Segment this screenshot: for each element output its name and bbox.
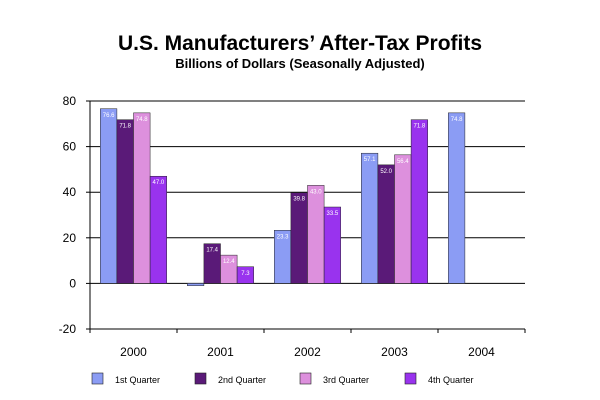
y-tick-label: 20 bbox=[63, 231, 77, 245]
data-label: 71.8 bbox=[414, 124, 426, 130]
data-label: 47.0 bbox=[153, 180, 165, 186]
data-label: 52.0 bbox=[380, 169, 392, 175]
legend-swatch-3 bbox=[299, 372, 312, 385]
legend-label-4: 4th Quarter bbox=[428, 375, 474, 385]
x-tick-label: 2001 bbox=[207, 345, 234, 359]
bar-2000-4th-quarter bbox=[149, 175, 167, 284]
bar-2000-1st-quarter bbox=[100, 108, 118, 284]
data-label: 71.8 bbox=[119, 124, 131, 130]
y-tick-label: 0 bbox=[69, 276, 76, 290]
bar-2003-2nd-quarter bbox=[377, 164, 395, 284]
y-tick-label: 40 bbox=[63, 185, 77, 199]
data-label: 43.0 bbox=[310, 189, 322, 195]
bar-2002-4th-quarter bbox=[323, 206, 341, 284]
data-label: 56.4 bbox=[397, 159, 409, 165]
x-tick-label: 2003 bbox=[381, 345, 408, 359]
chart-title: U.S. Manufacturers’ After-Tax Profits bbox=[117, 32, 483, 55]
bar-2002-2nd-quarter bbox=[290, 192, 308, 284]
legend-label-1: 1st Quarter bbox=[115, 375, 160, 385]
bar-2003-3rd-quarter bbox=[394, 154, 412, 284]
legend-swatch-4 bbox=[404, 372, 417, 385]
legend-swatch-1 bbox=[91, 372, 104, 385]
bar-2001-4th-quarter bbox=[236, 266, 254, 284]
data-label: 74.8 bbox=[451, 117, 463, 123]
x-tick-label: 2004 bbox=[468, 345, 495, 359]
x-tick-label: 2002 bbox=[294, 345, 321, 359]
y-tick-label: -20 bbox=[59, 322, 77, 336]
legend-label-3: 3rd Quarter bbox=[323, 375, 369, 385]
bar-2003-1st-quarter bbox=[361, 152, 379, 284]
y-tick-label: 60 bbox=[63, 140, 77, 154]
chart-subtitle: Billions of Dollars (Seasonally Adjusted… bbox=[175, 56, 425, 71]
bar-2000-2nd-quarter bbox=[116, 119, 134, 284]
data-label: 23.3 bbox=[277, 234, 289, 240]
bar-2001-1st-quarter bbox=[187, 283, 205, 286]
bar-2003-4th-quarter bbox=[410, 119, 428, 284]
data-label: 39.8 bbox=[293, 197, 305, 203]
data-label: 76.6 bbox=[103, 113, 115, 119]
legend-swatch-2 bbox=[194, 372, 207, 385]
data-label: 17.4 bbox=[206, 248, 218, 254]
y-tick-label: 80 bbox=[63, 94, 77, 108]
data-label: 57.1 bbox=[364, 157, 376, 163]
data-label: 7.3 bbox=[241, 271, 250, 277]
bar-2000-3rd-quarter bbox=[133, 112, 151, 284]
bar-2004-1st-quarter bbox=[448, 112, 466, 284]
bar-2002-3rd-quarter bbox=[307, 185, 325, 284]
data-label: 12.4 bbox=[223, 259, 235, 265]
data-label: 74.8 bbox=[136, 117, 148, 123]
x-tick-label: 2000 bbox=[120, 345, 147, 359]
legend-label-2: 2nd Quarter bbox=[218, 375, 266, 385]
data-label: 33.5 bbox=[327, 211, 339, 217]
